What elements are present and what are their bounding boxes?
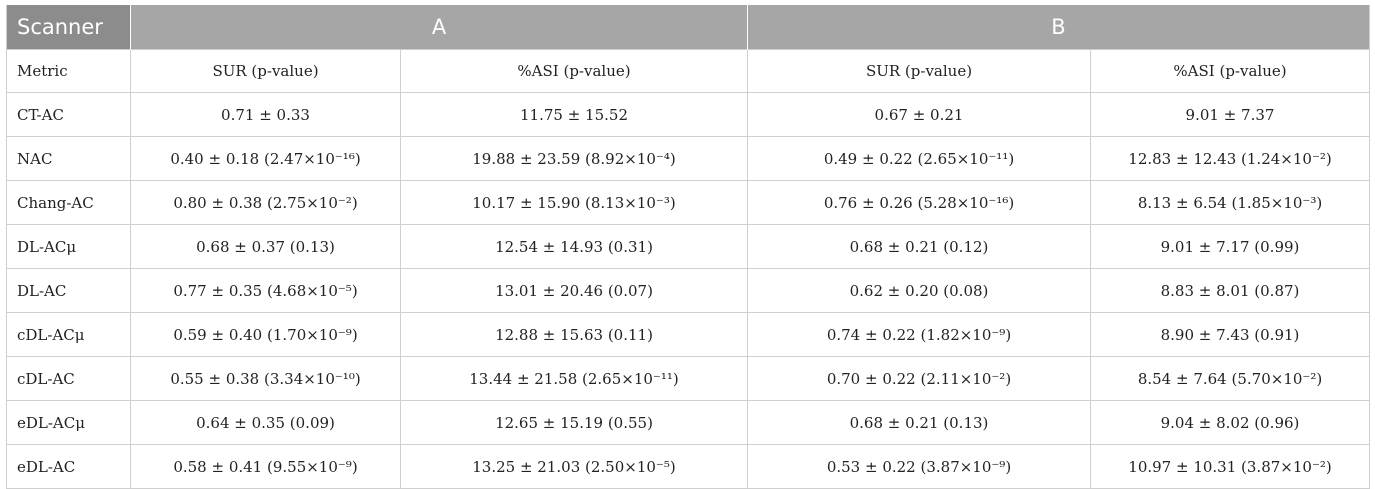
subheader-metric: Metric (6, 49, 131, 93)
header-group-b: B (746, 5, 1370, 50)
row-cell-a-sur: 0.55 ± 0.38 (3.34×10⁻¹⁰) (130, 356, 401, 401)
results-table: Scanner A B Metric SUR (p-value) %ASI (p… (6, 5, 1371, 489)
row-cell-b-asi: 8.83 ± 8.01 (0.87) (1089, 268, 1371, 313)
table-row: DL-ACμ 0.68 ± 0.37 (0.13) 12.54 ± 14.93 (0… (6, 224, 1371, 269)
header-row: Scanner A B (6, 5, 1370, 50)
row-cell-b-sur: 0.68 ± 0.21 (0.13) (747, 400, 1091, 445)
table-row: DL-AC 0.77 ± 0.35 (4.68×10⁻⁵) 13.01 ± 20.4… (6, 268, 1371, 313)
subheader-a-asi: %ASI (p-value) (400, 49, 748, 93)
row-cell-a-asi: 13.44 ± 21.58 (2.65×10⁻¹¹) (400, 356, 748, 401)
subheader-a-sur: SUR (p-value) (130, 49, 401, 93)
row-cell-a-sur: 0.68 ± 0.37 (0.13) (130, 224, 401, 269)
row-cell-b-asi: 9.01 ± 7.17 (0.99) (1089, 224, 1371, 269)
row-cell-a-asi: 13.01 ± 20.46 (0.07) (400, 268, 748, 313)
row-cell-b-asi: 8.90 ± 7.43 (0.91) (1089, 312, 1371, 357)
row-cell-a-asi: 19.88 ± 23.59 (8.92×10⁻⁴) (400, 136, 748, 181)
row-cell-a-asi: 12.88 ± 15.63 (0.11) (400, 312, 748, 357)
row-cell-a-sur: 0.40 ± 0.18 (2.47×10⁻¹⁶) (130, 136, 401, 181)
row-method: Chang-AC (6, 180, 131, 225)
row-cell-a-sur: 0.59 ± 0.40 (1.70×10⁻⁹) (130, 312, 401, 357)
row-cell-b-asi: 10.97 ± 10.31 (3.87×10⁻²) (1089, 444, 1371, 489)
row-cell-b-sur: 0.76 ± 0.26 (5.28×10⁻¹⁶) (747, 180, 1091, 225)
row-cell-b-asi: 8.13 ± 6.54 (1.85×10⁻³) (1089, 180, 1371, 225)
header-scanner: Scanner (6, 5, 131, 50)
row-cell-b-sur: 0.67 ± 0.21 (747, 92, 1091, 137)
row-method: CT-AC (6, 92, 131, 137)
row-method: cDL-ACμ (6, 312, 131, 357)
row-method: DL-AC (6, 268, 131, 313)
row-cell-b-sur: 0.49 ± 0.22 (2.65×10⁻¹¹) (747, 136, 1091, 181)
row-cell-a-asi: 12.65 ± 15.19 (0.55) (400, 400, 748, 445)
row-cell-a-sur: 0.64 ± 0.35 (0.09) (130, 400, 401, 445)
row-cell-a-asi: 12.54 ± 14.93 (0.31) (400, 224, 748, 269)
row-method: eDL-AC (6, 444, 131, 489)
row-cell-b-asi: 8.54 ± 7.64 (5.70×10⁻²) (1089, 356, 1371, 401)
results-table-container: Scanner A B Metric SUR (p-value) %ASI (p… (6, 5, 1371, 489)
table-row: cDL-AC 0.55 ± 0.38 (3.34×10⁻¹⁰) 13.44 ± 21… (6, 356, 1371, 401)
table-row: Chang-AC 0.80 ± 0.38 (2.75×10⁻²) 10.17 ± 1… (6, 180, 1371, 225)
table-row: NAC 0.40 ± 0.18 (2.47×10⁻¹⁶) 19.88 ± 23.59… (6, 136, 1371, 181)
row-cell-b-sur: 0.68 ± 0.21 (0.12) (747, 224, 1091, 269)
row-cell-a-asi: 10.17 ± 15.90 (8.13×10⁻³) (400, 180, 748, 225)
row-cell-a-sur: 0.80 ± 0.38 (2.75×10⁻²) (130, 180, 401, 225)
subheader-b-asi: %ASI (p-value) (1089, 49, 1371, 93)
row-cell-a-sur: 0.77 ± 0.35 (4.68×10⁻⁵) (130, 268, 401, 313)
table-row: eDL-AC 0.58 ± 0.41 (9.55×10⁻⁹) 13.25 ± 21.… (6, 444, 1371, 489)
row-cell-b-sur: 0.53 ± 0.22 (3.87×10⁻⁹) (747, 444, 1091, 489)
row-cell-b-sur: 0.62 ± 0.20 (0.08) (747, 268, 1091, 313)
row-cell-b-asi: 12.83 ± 12.43 (1.24×10⁻²) (1089, 136, 1371, 181)
row-cell-b-asi: 9.01 ± 7.37 (1089, 92, 1371, 137)
row-cell-b-sur: 0.70 ± 0.22 (2.11×10⁻²) (747, 356, 1091, 401)
row-method: cDL-AC (6, 356, 131, 401)
subheader-row: Metric SUR (p-value) %ASI (p-value) SUR … (6, 49, 1371, 93)
row-cell-a-sur: 0.58 ± 0.41 (9.55×10⁻⁹) (130, 444, 401, 489)
row-method: NAC (6, 136, 131, 181)
row-method: DL-ACμ (6, 224, 131, 269)
table-row: CT-AC 0.71 ± 0.33 11.75 ± 15.52 0.67 ± 0.21… (6, 92, 1371, 137)
row-cell-b-sur: 0.74 ± 0.22 (1.82×10⁻⁹) (747, 312, 1091, 357)
table-row: cDL-ACμ 0.59 ± 0.40 (1.70×10⁻⁹) 12.88 ± 15… (6, 312, 1371, 357)
row-cell-a-asi: 11.75 ± 15.52 (400, 92, 748, 137)
table-row: eDL-ACμ 0.64 ± 0.35 (0.09) 12.65 ± 15.19 (… (6, 400, 1371, 445)
header-group-a: A (130, 5, 748, 50)
row-cell-a-asi: 13.25 ± 21.03 (2.50×10⁻⁵) (400, 444, 748, 489)
row-cell-a-sur: 0.71 ± 0.33 (130, 92, 401, 137)
row-cell-b-asi: 9.04 ± 8.02 (0.96) (1089, 400, 1371, 445)
row-method: eDL-ACμ (6, 400, 131, 445)
subheader-b-sur: SUR (p-value) (747, 49, 1091, 93)
